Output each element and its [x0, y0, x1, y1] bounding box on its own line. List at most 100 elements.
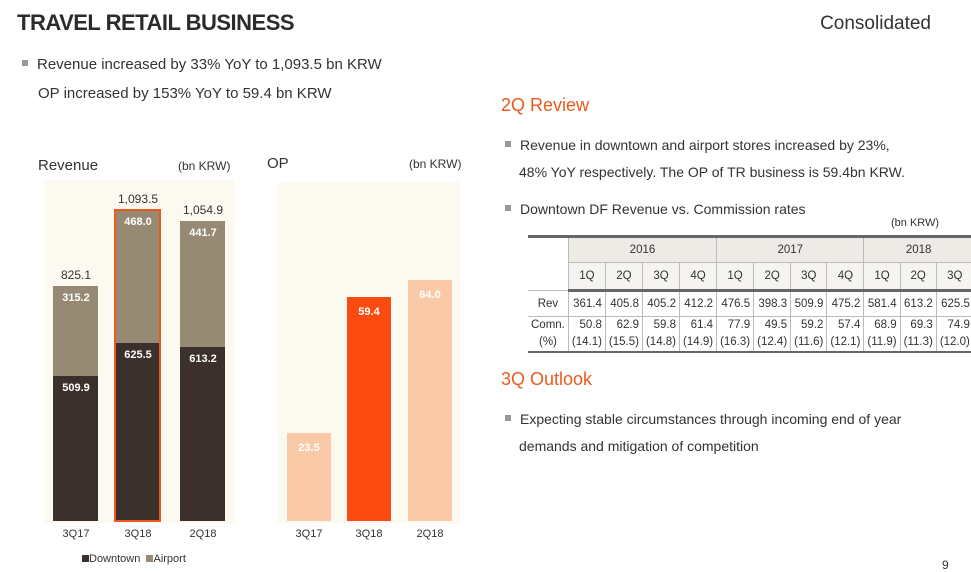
- table-title: Downtown DF Revenue vs. Commission rates: [520, 201, 806, 217]
- year-header: 2017: [716, 236, 865, 263]
- x-tick: 2Q18: [416, 528, 444, 540]
- label-downtown: 625.5: [124, 349, 152, 362]
- row-label: Comn. (%): [528, 316, 569, 353]
- comn-pct: (11.9): [867, 336, 897, 348]
- op-chart-unit: (bn KRW): [409, 157, 462, 171]
- table-row-rev: Rev 361.4 405.8 405.2 412.2 476.5 398.3 509.9 47…: [528, 290, 971, 317]
- table-corner: [528, 236, 569, 291]
- x-tick: 3Q18: [124, 528, 152, 540]
- bar-op-2Q18: [408, 280, 452, 521]
- rev-cell: 412.2: [679, 290, 718, 317]
- comn-cell: 59.8 (14.8): [641, 316, 681, 353]
- comn-cell: 74.9 (12.0): [935, 316, 971, 353]
- x-tick: 3Q17: [295, 528, 323, 540]
- bullet-icon: [505, 415, 511, 422]
- x-tick: 2Q18: [189, 528, 217, 540]
- comn-value: 50.8: [579, 319, 602, 331]
- comn-cell: 59.2 (11.6): [790, 316, 828, 353]
- comn-pct: (14.9): [683, 336, 714, 348]
- quarter-header: 2Q: [604, 262, 643, 292]
- review-title: 2Q Review: [501, 95, 590, 115]
- row-label: Rev: [528, 290, 569, 317]
- op-chart-title: OP: [267, 155, 289, 172]
- label-total: 1,093.5: [117, 192, 159, 206]
- bullet-icon: [505, 141, 511, 148]
- quarter-header: 3Q: [641, 262, 681, 292]
- legend-downtown: Downtown: [89, 553, 141, 565]
- comn-pct: (14.8): [645, 336, 677, 348]
- bar-airport-3Q18: [115, 210, 160, 344]
- bar-op-3Q18: [347, 297, 391, 521]
- comn-pct: (11.3): [903, 336, 933, 348]
- outlook-title: 3Q Outlook: [501, 369, 593, 389]
- label-airport: 441.7: [189, 226, 217, 239]
- comn-pct: (16.3): [720, 336, 751, 348]
- label-total: 1,054.9: [182, 202, 224, 217]
- review-text-1: Revenue in downtown and airport stores i…: [520, 137, 890, 153]
- label-downtown: 613.2: [189, 352, 217, 365]
- comn-cell: 61.4 (14.9): [679, 316, 718, 353]
- legend-airport-swatch: [146, 555, 154, 562]
- comn-value: 74.9: [947, 319, 970, 331]
- highlight-frame: [114, 209, 161, 522]
- x-tick: 3Q18: [355, 528, 383, 540]
- revenue-chart-title: Revenue: [38, 157, 99, 174]
- rev-cell: 361.4: [567, 290, 606, 317]
- rev-cell: 475.2: [826, 290, 865, 317]
- scope-label: Consolidated: [820, 13, 931, 34]
- quarter-header: 1Q: [863, 262, 901, 292]
- bullet-icon: [22, 60, 28, 67]
- table-quarter-row: 1Q 2Q 3Q 4Q 1Q 2Q 3Q 4Q 1Q 2Q 3Q: [528, 262, 971, 292]
- comn-value: 69.3: [910, 319, 933, 331]
- comn-cell: 49.5 (12.4): [753, 316, 792, 353]
- outlook-bullet: Expecting stable circumstances through i…: [505, 411, 901, 427]
- label-op: 59.4: [358, 306, 380, 319]
- rev-cell: 613.2: [899, 290, 937, 317]
- comn-value: 62.9: [616, 319, 639, 331]
- bullet-icon: [505, 205, 511, 212]
- label-downtown: 509.9: [62, 381, 90, 394]
- summary-bullet: Revenue increased by 33% YoY to 1,093.5 …: [22, 56, 382, 73]
- quarter-header: 4Q: [679, 262, 718, 292]
- comn-cell: 69.3 (11.3): [899, 316, 937, 353]
- table-row-comn: Comn. (%) 50.8 (14.1) 62.9 (15.5) 59.8 (14.8) 61…: [528, 316, 971, 353]
- quarter-header: 1Q: [716, 262, 755, 292]
- rev-cell: 581.4: [863, 290, 901, 317]
- outlook-text-1: Expecting stable circumstances through i…: [520, 411, 902, 427]
- year-header: 2016: [567, 236, 718, 263]
- label-airport: 468.0: [124, 216, 152, 228]
- outlook-text-2: demands and mitigation of competition: [519, 438, 759, 454]
- comn-cell: 50.8 (14.1): [567, 316, 606, 353]
- comn-value: 77.9: [727, 319, 751, 331]
- quarter-header: 2Q: [899, 262, 937, 292]
- rev-cell: 405.8: [604, 290, 643, 317]
- quarter-header: 2Q: [753, 262, 792, 292]
- label-op: 23.5: [298, 441, 320, 454]
- quarter-header: 4Q: [826, 262, 865, 292]
- bar-downtown-2Q18: [180, 346, 225, 521]
- comn-cell: 68.9 (11.9): [863, 316, 901, 353]
- legend-airport: Airport: [153, 553, 186, 565]
- bar-downtown-3Q18: [115, 343, 160, 521]
- comn-pct: (12.4): [757, 336, 788, 348]
- bar-op-3Q17: [287, 432, 331, 521]
- quarter-header: 3Q: [935, 262, 971, 292]
- comn-pct: (14.1): [571, 336, 602, 348]
- quarter-header: 3Q: [790, 262, 828, 292]
- rev-cell: 509.9: [790, 290, 828, 317]
- review-text-2: 48% YoY respectively. The OP of TR busin…: [519, 164, 905, 180]
- label-op: 64.0: [419, 289, 441, 301]
- comn-pct: (12.0): [939, 336, 970, 348]
- revenue-chart-unit: (bn KRW): [178, 159, 231, 173]
- comn-value: 59.2: [800, 319, 824, 331]
- bar-airport-3Q17: [53, 286, 98, 376]
- comn-pct: (12.1): [830, 336, 861, 348]
- comn-value: 49.5: [764, 319, 788, 331]
- rev-cell: 625.5: [935, 290, 971, 317]
- comn-value: 68.9: [874, 319, 897, 331]
- comn-pct: (11.6): [794, 336, 824, 348]
- table-year-row: 2016 2017 2018: [528, 236, 971, 291]
- rev-cell: 476.5: [716, 290, 755, 317]
- comn-cell: 62.9 (15.5): [604, 316, 643, 353]
- summary-revenue: Revenue increased by 33% YoY to 1,093.5 …: [37, 56, 382, 73]
